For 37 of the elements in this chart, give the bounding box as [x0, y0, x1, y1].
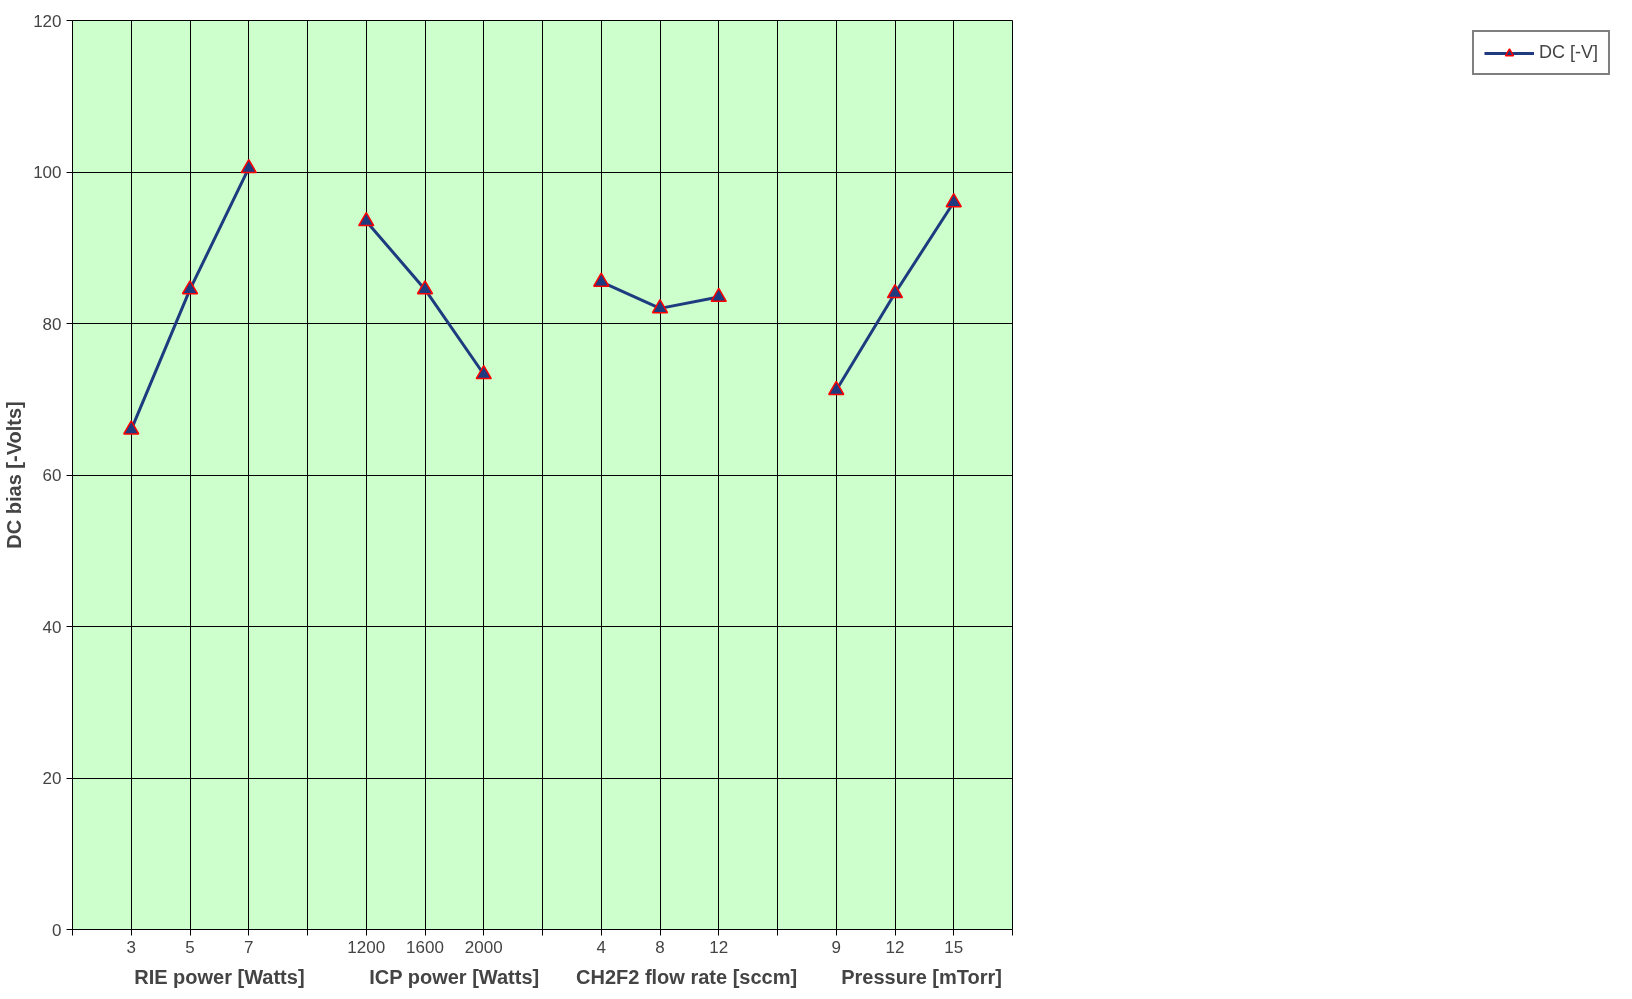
point	[181, 280, 199, 295]
x-tick-label: 1600	[406, 937, 444, 957]
y-tick-label: 40	[42, 617, 62, 637]
x-tick-label: 3	[126, 937, 136, 957]
x-tick-label: 1200	[347, 937, 386, 957]
point	[475, 364, 492, 380]
y-axis-title: DC bias [-Volts]	[3, 401, 26, 549]
x-tick-label: 5	[185, 937, 195, 957]
y-tick-label: 20	[42, 769, 62, 788]
y-tick-label: 0	[52, 920, 62, 940]
point	[651, 298, 669, 314]
y-tick-label: 100	[33, 163, 62, 182]
legend-label: DC [-V]	[1538, 42, 1598, 63]
point	[240, 158, 257, 174]
point	[593, 272, 610, 287]
point	[945, 192, 962, 208]
x-tick-label: 12	[709, 937, 729, 957]
text: ICP power [Watts]	[369, 965, 540, 988]
point	[416, 280, 434, 295]
x-tick-label: 9	[831, 937, 841, 957]
x-tick-label: 15	[944, 937, 964, 957]
y-tick-label: 120	[33, 11, 62, 31]
y-tick-label: 60	[42, 466, 62, 485]
point	[358, 211, 375, 227]
text: RIE power [Watts]	[134, 965, 305, 988]
point	[710, 287, 727, 303]
y-tick-label: 80	[42, 314, 62, 334]
x-tick-label: 2000	[464, 937, 503, 957]
text: Pressure [mTorr]	[841, 965, 1002, 988]
x-tick-label: 12	[885, 937, 905, 957]
point	[886, 283, 904, 299]
x-tick-label: 8	[655, 937, 665, 957]
point	[123, 420, 140, 435]
text: CH2F2 flow rate [sccm]	[576, 965, 798, 988]
x-tick-label: 4	[596, 937, 606, 957]
point	[828, 380, 845, 396]
x-tick-label: 7	[244, 937, 254, 957]
